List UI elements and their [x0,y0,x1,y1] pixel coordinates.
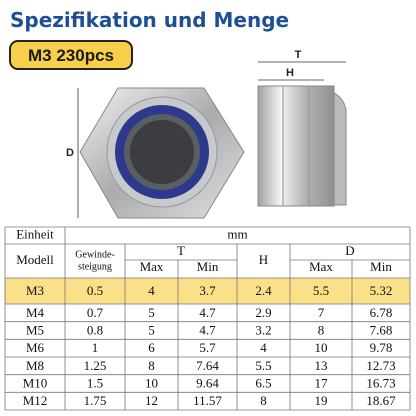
header-cell: Max [140,259,164,274]
header-cell: Modell [16,252,54,267]
table-cell: M5 [26,322,44,337]
table-cell: 5 [148,322,155,337]
table-cell: M10 [23,375,48,390]
table-cell: 7 [318,305,325,320]
table-cell: 11.57 [193,393,222,408]
table-cell: 6 [148,340,155,355]
table-cell: M8 [26,358,44,373]
table-cell: 1.75 [84,393,107,408]
nut-side [257,85,347,207]
table-cell: 7.68 [370,322,393,337]
table-cell: 4.7 [199,305,216,320]
dimension-label: H [286,67,294,79]
header-cell: steigung [78,261,112,272]
table-cell: 10 [315,340,328,355]
header-cell: mm [227,226,247,241]
dimension-label: T [295,49,302,61]
badge: M3 230pcs [28,46,114,65]
header-cell: Einheit [16,226,54,241]
table-cell: M3 [26,283,44,298]
table-cell: 1 [92,340,99,355]
header-cell: Max [309,259,333,274]
table-cell: 16.73 [366,375,395,390]
table-cell: 0.7 [87,305,104,320]
table-cell: 5.5 [255,358,271,373]
table-cell: M4 [26,305,45,320]
table-cell: 18.67 [366,393,396,408]
table-cell: 1.5 [87,375,103,390]
header-cell: Min [197,259,219,274]
header-cell: H [259,252,268,267]
spec-table: Einheit mm Modell Gewinde-steigung T H D Max Min… [4,226,411,411]
table-cell: M6 [26,340,45,355]
table-cell: 2.4 [255,283,272,298]
header-cell: Gewinde- [75,249,114,260]
table-cell: 12.73 [366,358,395,373]
table-cell: 5.32 [370,283,393,298]
nut-front [79,87,245,219]
header-cell: Min [370,259,392,274]
table-cell: 0.5 [87,283,103,298]
header-cell: T [177,243,185,258]
table-cell: 3.2 [255,322,271,337]
table-cell: 4 [148,283,155,298]
table-cell: 0.8 [87,322,103,337]
table-cell: 10 [145,375,158,390]
table-cell: 6.5 [255,375,271,390]
dimension-label: D [66,147,74,159]
table-cell: 7.64 [196,358,219,373]
badge-bg [9,40,133,70]
table-cell: 3.7 [199,283,216,298]
table-cell: 8 [260,393,267,408]
table-cell: 9.64 [196,375,219,390]
table-cell: 2.9 [255,305,271,320]
table-cell: 8 [148,358,155,373]
title: Spezifikation und Menge [10,8,289,32]
table-cell: 5.5 [313,283,329,298]
table-cell: 12 [145,393,158,408]
table-cell: 9.78 [370,340,393,355]
table-cell: 1.25 [84,358,107,373]
table-cell: 6.78 [370,305,393,320]
table-cell: 8 [318,322,325,337]
table-cell: 4.7 [199,322,216,337]
highlight-row [5,278,410,304]
table-cell: 4 [260,340,267,355]
table-cell: 17 [315,375,329,390]
table-cell: 5.7 [199,340,216,355]
table-cell: 5 [148,305,155,320]
header-cell: D [345,243,354,258]
table-cell: 19 [315,393,328,408]
table-cell: 13 [315,358,328,373]
table-cell: M12 [23,393,48,408]
